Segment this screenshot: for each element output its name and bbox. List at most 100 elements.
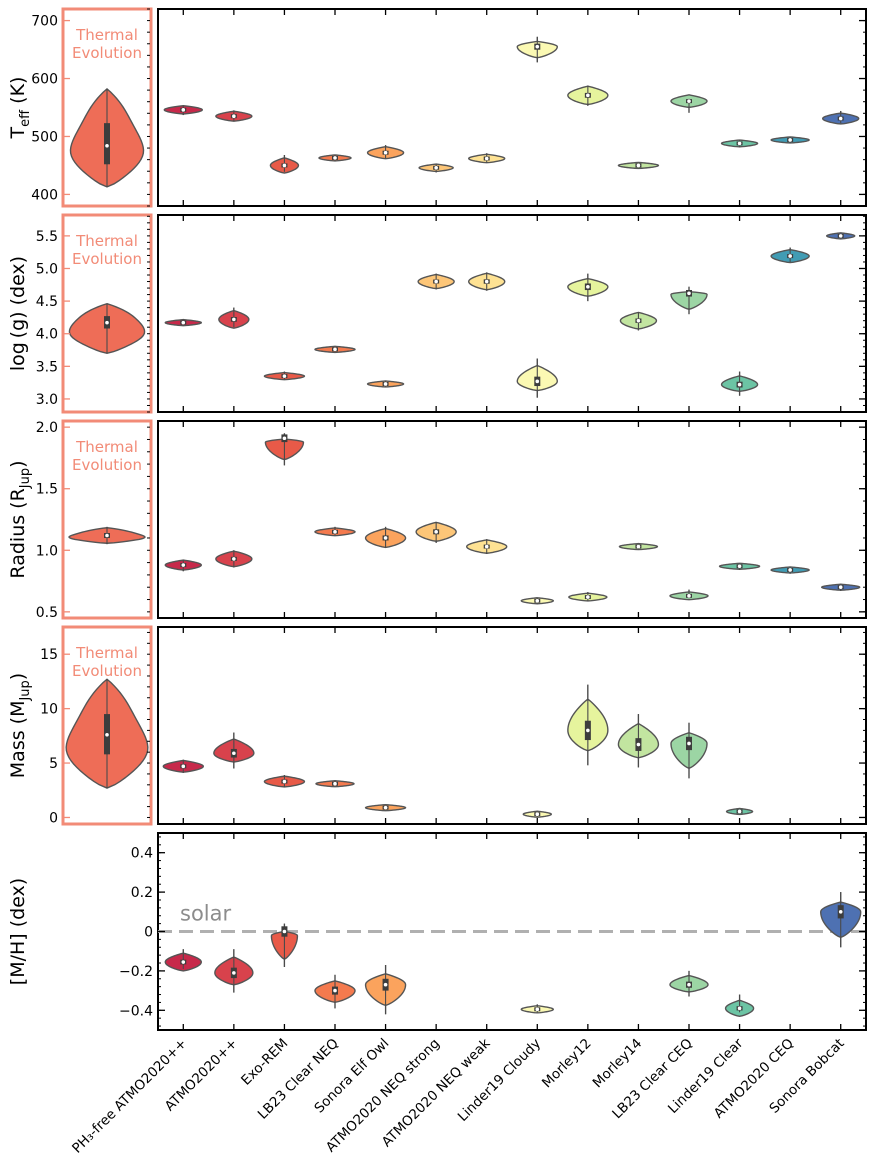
- violin-median: [232, 317, 236, 322]
- violin-lb23-clear-neq: [314, 974, 356, 1009]
- violin-median: [737, 564, 742, 569]
- y-axis-label-main: Mass (M: [7, 701, 29, 779]
- violin-median: [838, 910, 843, 914]
- violin-median: [535, 1007, 540, 1012]
- violin-lb23-clear-ceq: [670, 286, 708, 315]
- violin-ph3-free-atmo2020-: [164, 318, 203, 327]
- y-axis-label-main: Radius (R: [7, 488, 29, 578]
- violin-median: [687, 982, 691, 987]
- violin-morley12: [567, 273, 609, 302]
- thermal-evolution-label-line2: Evolution: [72, 662, 142, 680]
- violin-median: [434, 165, 438, 170]
- solar-label: solar: [180, 902, 231, 926]
- violin-median: [333, 156, 337, 160]
- violin-median: [282, 163, 287, 168]
- violin-median: [687, 291, 691, 296]
- violin-ph3-free-atmo2020-: [164, 949, 202, 972]
- violin-exo-rem: [263, 371, 306, 381]
- violin-iqr-box: [104, 123, 110, 165]
- violin-median: [232, 557, 236, 561]
- violin-sonora-bobcat: [825, 232, 856, 240]
- violin-lb23-clear-ceq: [669, 589, 709, 601]
- violin-linder19-cloudy: [522, 810, 553, 818]
- y-axis-label-unit: (dex): [7, 256, 29, 312]
- violin-median: [687, 741, 691, 746]
- y-axis-label: Radius (RJup): [7, 460, 33, 578]
- violin-exo-rem: [263, 775, 306, 788]
- violin-linder19-clear: [718, 562, 761, 570]
- y-axis-label-subscript: eff: [18, 109, 33, 127]
- violin-median: [586, 93, 590, 98]
- violin-median: [232, 751, 236, 756]
- violin-median: [333, 781, 337, 786]
- y-tick-label: 4.0: [36, 327, 58, 343]
- y-tick-label: −0.2: [119, 964, 153, 980]
- violin-exo-rem: [264, 433, 305, 466]
- violin-morley14: [618, 542, 659, 551]
- violin-linder19-clear: [720, 371, 759, 396]
- thermal-evolution-label-line1: Thermal: [75, 26, 138, 44]
- violin-sonora-elf-owl: [364, 964, 407, 1015]
- violin-sonora-bobcat: [820, 583, 861, 591]
- violin-atmo2020-neq-strong: [417, 273, 455, 290]
- violin-median: [535, 44, 540, 49]
- violin-median: [737, 141, 742, 146]
- y-tick-label: 0: [144, 925, 153, 941]
- violin-median: [282, 779, 287, 784]
- violin-morley14: [619, 311, 658, 331]
- violin-median: [586, 728, 590, 733]
- violin-median: [181, 563, 186, 567]
- violin-median: [838, 585, 843, 590]
- y-axis-label: log (g) (dex): [7, 256, 29, 371]
- y-tick-label: 400: [31, 187, 58, 203]
- violin-lb23-clear-ceq: [670, 722, 708, 779]
- violin-median: [105, 732, 109, 737]
- violin-lb23-clear-ceq: [669, 970, 709, 997]
- thermal-evolution-label-line2: Evolution: [72, 250, 142, 268]
- thermal-evolution-label-line2: Evolution: [72, 456, 142, 474]
- violin-lb23-clear-neq: [314, 345, 356, 354]
- violin-atmo2020-: [215, 550, 253, 568]
- violin-median: [788, 254, 792, 258]
- panel-5: solar −0.4 −0.2 0 0.2 0.4 [M/H] (dex): [7, 832, 867, 1031]
- violin-median: [535, 598, 540, 603]
- violin-atmo2020-neq-strong: [418, 163, 454, 173]
- y-axis-label-unit: ): [7, 673, 29, 680]
- thermal-evolution-label-line1: Thermal: [75, 438, 138, 456]
- main-axes-frame: [157, 626, 867, 825]
- y-tick-label: 15: [40, 647, 58, 663]
- violin-median: [586, 284, 590, 289]
- violin-median: [636, 163, 641, 168]
- violin-atmo2020-: [218, 307, 250, 329]
- violin-median: [737, 1006, 742, 1011]
- violin-median: [181, 108, 186, 112]
- y-axis-label-unit: ): [7, 460, 29, 467]
- violin-median: [181, 764, 186, 769]
- violin-median: [636, 742, 641, 747]
- y-tick-label: 5: [49, 756, 58, 772]
- violin-median: [383, 150, 388, 155]
- violin-ph3-free-atmo2020-: [164, 559, 203, 572]
- y-tick-label: 5.5: [36, 229, 58, 245]
- violin-median: [838, 234, 843, 238]
- y-axis-label-subscript: Jup: [18, 468, 33, 489]
- violin-median: [282, 374, 287, 378]
- y-axis-label-subscript: Jup: [18, 680, 33, 701]
- y-tick-label: 0.2: [131, 885, 153, 901]
- violin-atmo2020-neq-weak: [467, 153, 506, 164]
- violin-ph3-free-atmo2020-: [163, 104, 204, 116]
- violin-atmo2020-: [213, 732, 255, 769]
- y-tick-label: 5.0: [36, 261, 58, 277]
- y-axis-label-main: log (g): [7, 311, 29, 371]
- violin-atmo2020-: [215, 110, 253, 122]
- violin-median: [687, 594, 691, 598]
- x-tick-label: Morley12: [539, 1036, 595, 1092]
- violin-atmo2020-: [214, 949, 254, 993]
- violin-linder19-clear: [724, 994, 755, 1018]
